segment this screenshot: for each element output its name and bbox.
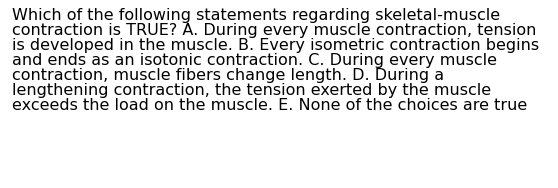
Text: Which of the following statements regarding skeletal-muscle
contraction is TRUE?: Which of the following statements regard…	[12, 8, 540, 113]
